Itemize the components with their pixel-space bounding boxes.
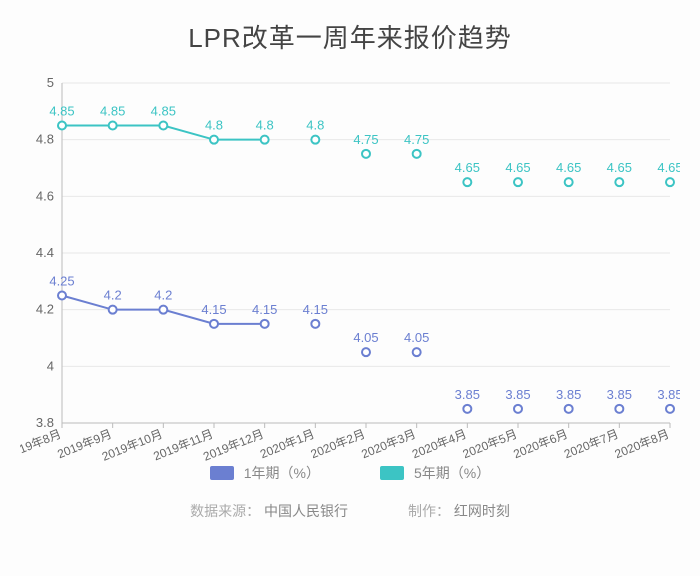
x-tick-label: 2020年8月: [613, 427, 671, 461]
data-label: 3.85: [556, 387, 581, 402]
data-label: 4.8: [205, 118, 223, 133]
data-point: [666, 178, 674, 186]
data-label: 4.85: [49, 104, 74, 119]
data-point: [413, 348, 421, 356]
data-point: [261, 320, 269, 328]
data-point: [362, 150, 370, 158]
data-label: 4.85: [100, 104, 125, 119]
data-label: 4.65: [607, 160, 632, 175]
y-tick-label: 5: [47, 75, 54, 90]
footer-source-value: 中国人民银行: [264, 503, 348, 519]
chart-title: LPR改革一周年来报价趋势: [20, 18, 680, 55]
data-point: [311, 320, 319, 328]
chart-footer: 数据来源： 中国人民银行 制作： 红网时刻: [20, 501, 680, 521]
y-tick-label: 4.8: [36, 132, 54, 147]
data-point: [58, 122, 66, 130]
data-label: 4.65: [556, 160, 581, 175]
data-label: 4.8: [256, 118, 274, 133]
footer-credit-value: 红网时刻: [454, 503, 510, 519]
data-point: [109, 122, 117, 130]
data-point: [109, 306, 117, 314]
data-label: 4.05: [404, 330, 429, 345]
data-point: [159, 122, 167, 130]
data-point: [463, 178, 471, 186]
data-point: [514, 178, 522, 186]
data-label: 3.85: [607, 387, 632, 402]
x-tick-label: 2020年7月: [562, 427, 620, 461]
data-label: 3.85: [505, 387, 530, 402]
chart-container: LPR改革一周年来报价趋势 3.844.24.44.64.852019年8月20…: [0, 0, 700, 576]
data-label: 4.85: [151, 104, 176, 119]
data-label: 4.65: [657, 160, 680, 175]
data-point: [311, 136, 319, 144]
data-point: [615, 178, 623, 186]
data-label: 4.65: [455, 160, 480, 175]
footer-source: 数据来源： 中国人民银行: [190, 501, 348, 521]
x-tick-label: 2020年2月: [309, 427, 367, 461]
data-point: [210, 320, 218, 328]
data-label: 4.05: [353, 330, 378, 345]
data-point: [463, 405, 471, 413]
data-label: 4.2: [104, 288, 122, 303]
data-point: [565, 405, 573, 413]
data-label: 4.15: [201, 302, 226, 317]
y-tick-label: 4.2: [36, 302, 54, 317]
y-tick-label: 4: [47, 358, 54, 373]
footer-credit: 制作： 红网时刻: [408, 501, 510, 521]
plot-area: 3.844.24.44.64.852019年8月2019年9月2019年10月2…: [20, 73, 680, 453]
x-tick-label: 2020年4月: [410, 427, 468, 461]
data-label: 3.85: [657, 387, 680, 402]
y-tick-label: 4.6: [36, 188, 54, 203]
chart-svg: 3.844.24.44.64.852019年8月2019年9月2019年10月2…: [20, 73, 680, 493]
data-point: [514, 405, 522, 413]
x-tick-label: 2020年3月: [359, 427, 417, 461]
data-point: [362, 348, 370, 356]
data-label: 4.75: [404, 132, 429, 147]
data-label: 4.8: [306, 118, 324, 133]
data-label: 4.15: [252, 302, 277, 317]
data-label: 4.2: [154, 288, 172, 303]
x-tick-label: 2019年8月: [20, 427, 63, 461]
y-tick-label: 4.4: [36, 245, 54, 260]
x-tick-label: 2020年1月: [258, 427, 316, 461]
data-point: [159, 306, 167, 314]
data-point: [615, 405, 623, 413]
data-point: [261, 136, 269, 144]
x-tick-label: 2020年5月: [461, 427, 519, 461]
data-point: [666, 405, 674, 413]
footer-source-label: 数据来源：: [190, 503, 260, 519]
x-tick-label: 2020年6月: [511, 427, 569, 461]
data-point: [413, 150, 421, 158]
data-point: [210, 136, 218, 144]
data-point: [565, 178, 573, 186]
data-point: [58, 292, 66, 300]
data-label: 4.15: [303, 302, 328, 317]
data-label: 4.75: [353, 132, 378, 147]
footer-credit-label: 制作：: [408, 503, 450, 519]
data-label: 3.85: [455, 387, 480, 402]
data-label: 4.65: [505, 160, 530, 175]
data-label: 4.25: [49, 274, 74, 289]
y-tick-label: 3.8: [36, 415, 54, 430]
